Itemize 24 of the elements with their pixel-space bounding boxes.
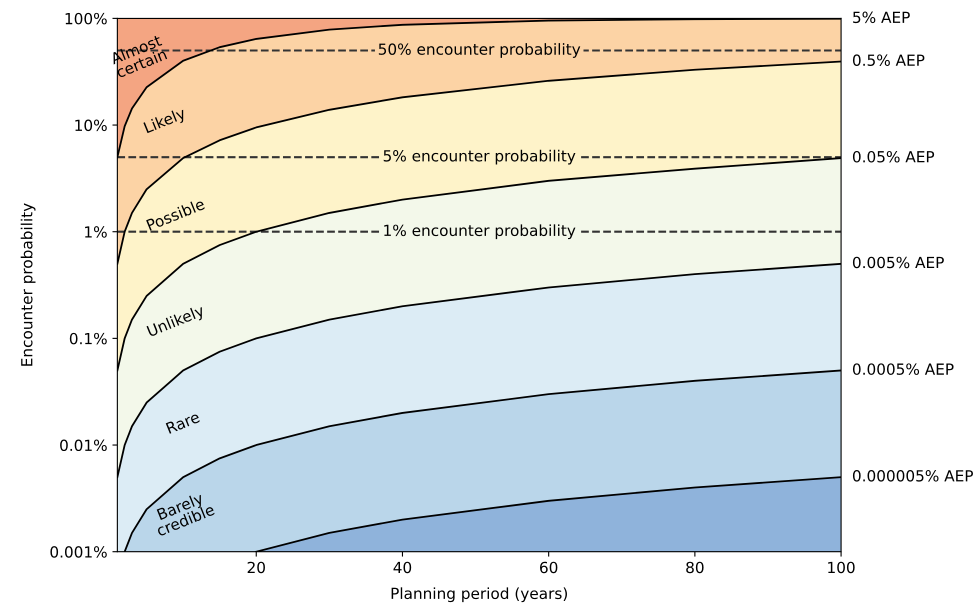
series-label: 0.000005% AEP (852, 470, 974, 482)
annotation: Likely (143, 106, 188, 136)
x-tick-label: 100 (828, 562, 855, 574)
x-tick-label: 20 (248, 562, 265, 574)
y-tick-label: 0.01% (60, 440, 107, 452)
ref-line-label: 5% encounter probability (384, 150, 576, 165)
x-tick-label: 80 (686, 562, 704, 574)
y-tick-label: 100% (66, 12, 107, 24)
y-tick-label: 0.001% (50, 546, 107, 558)
series-label: 0.5% AEP (852, 54, 924, 66)
series-label: 5% AEP (853, 12, 910, 24)
series-label: 0.05% AEP (852, 150, 934, 163)
y-tick-label: 1% (85, 226, 107, 238)
ref-line-label: 1% encounter probability (384, 224, 576, 240)
y-axis-title: Encounter probability (20, 203, 36, 366)
x-tick-label: 40 (393, 562, 412, 574)
x-tick-label: 60 (540, 562, 558, 574)
y-tick-label: 10% (75, 120, 107, 132)
series-label: 0.0005% AEP (852, 363, 954, 375)
y-tick-label: 0.1% (70, 332, 107, 344)
x-axis-title: Planning period (years) (392, 587, 567, 602)
ref-line-label: 50% encounter probability (378, 43, 580, 58)
series-label: 0.005% AEP (852, 256, 944, 268)
annotation: Rare (166, 411, 200, 434)
